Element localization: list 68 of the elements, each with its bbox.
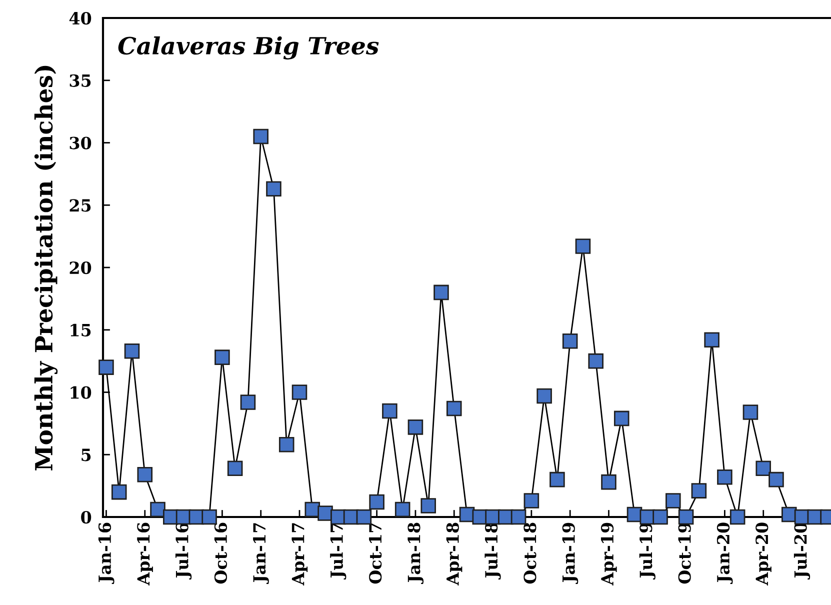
point xyxy=(588,353,604,369)
point xyxy=(266,181,282,197)
y-tick-label: 35 xyxy=(70,74,91,87)
point xyxy=(98,360,114,375)
x-tick-label: Apr-19 xyxy=(600,522,617,586)
point xyxy=(756,460,771,476)
point xyxy=(394,502,410,518)
x-tick-label: Jul-16 xyxy=(175,522,192,580)
x-tick-label: Jan-19 xyxy=(562,522,578,584)
point xyxy=(691,483,707,498)
x-tick-label: Jan-20 xyxy=(716,522,733,584)
y-tick-label: 25 xyxy=(70,199,91,212)
point xyxy=(111,484,127,500)
y-tick-label: 10 xyxy=(70,386,92,399)
point xyxy=(124,343,140,359)
x-tick-label: Jan-17 xyxy=(253,523,269,584)
y-axis-title: Monthly Precipitation (inches) xyxy=(34,66,58,470)
point xyxy=(614,410,630,426)
point xyxy=(292,384,308,400)
point xyxy=(601,474,616,490)
point xyxy=(652,509,668,525)
x-tick-label: Apr-16 xyxy=(137,522,153,586)
x-tick-label: Apr-17 xyxy=(292,523,308,586)
point xyxy=(524,493,540,508)
x-tick-label: Oct-19 xyxy=(678,522,691,584)
x-tick-label: Oct-18 xyxy=(524,522,536,584)
point xyxy=(214,350,230,365)
point xyxy=(369,494,384,510)
x-tick-label: Jan-18 xyxy=(408,522,424,584)
x-tick-label: Oct-17 xyxy=(369,523,382,584)
y-tick-label: 15 xyxy=(70,324,91,336)
x-tick-label: Jul-17 xyxy=(330,523,346,580)
point xyxy=(420,498,436,514)
x-tick-label: Jul-19 xyxy=(639,522,656,580)
point xyxy=(137,466,153,482)
y-tick-label: 40 xyxy=(69,12,92,25)
point xyxy=(575,238,591,254)
point xyxy=(356,509,372,525)
y-tick-label: 20 xyxy=(70,261,92,274)
point xyxy=(666,493,681,508)
y-tick-label: 30 xyxy=(70,136,92,150)
point xyxy=(717,469,732,485)
point xyxy=(562,333,578,349)
point xyxy=(434,284,449,300)
point xyxy=(768,472,784,488)
point xyxy=(446,400,462,416)
x-tick-label: Jul-18 xyxy=(484,522,501,580)
y-tick-label: 0 xyxy=(81,510,92,524)
point xyxy=(240,394,256,410)
x-tick-label: Oct-16 xyxy=(214,522,228,584)
point xyxy=(382,403,398,419)
point xyxy=(704,332,720,348)
point xyxy=(227,460,243,476)
point xyxy=(318,506,333,521)
x-tick-label: Jan-16 xyxy=(98,522,114,584)
x-tick-label: Apr-18 xyxy=(446,522,462,586)
point xyxy=(678,509,694,525)
x-tick-label: Jul-20 xyxy=(794,522,810,580)
point xyxy=(278,437,294,452)
point xyxy=(742,404,758,420)
point xyxy=(150,502,166,518)
point xyxy=(253,128,268,144)
point xyxy=(550,472,565,488)
point xyxy=(408,420,424,435)
y-tick-label: 5 xyxy=(82,448,91,462)
x-tick-label: Apr-20 xyxy=(756,522,772,586)
text: Calaveras Big Trees xyxy=(118,36,379,60)
point xyxy=(536,388,552,404)
